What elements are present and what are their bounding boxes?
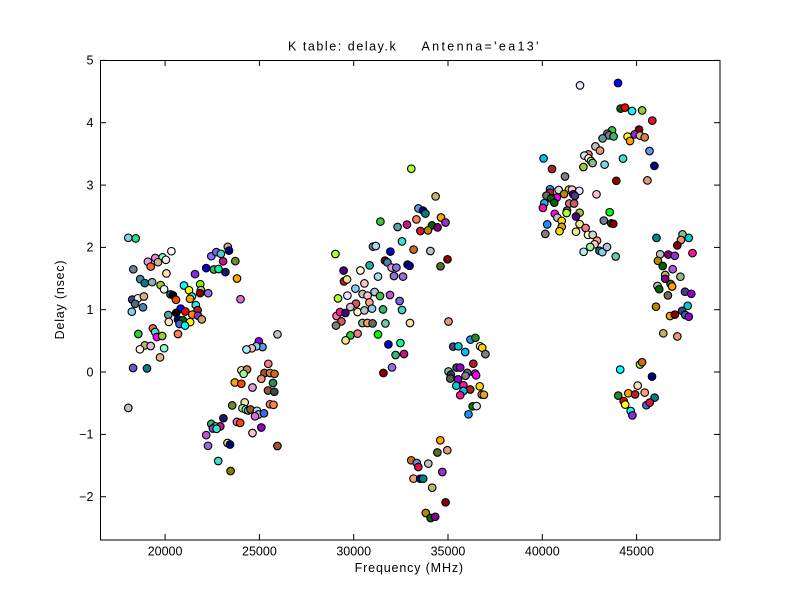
svg-text:20000: 20000 <box>148 545 183 559</box>
svg-text:4: 4 <box>87 116 94 130</box>
svg-text:25000: 25000 <box>242 545 277 559</box>
svg-text:5: 5 <box>87 54 94 68</box>
svg-text:30000: 30000 <box>336 545 371 559</box>
svg-text:3: 3 <box>87 178 94 192</box>
svg-text:Frequency (MHz): Frequency (MHz) <box>355 561 464 575</box>
svg-text:40000: 40000 <box>525 545 560 559</box>
svg-text:−1: −1 <box>79 428 93 442</box>
svg-text:1: 1 <box>87 303 94 317</box>
svg-text:K table: delay.k: K table: delay.k <box>288 40 397 54</box>
svg-text:−2: −2 <box>79 490 93 504</box>
svg-text:35000: 35000 <box>431 545 466 559</box>
svg-text:Antenna='ea13': Antenna='ea13' <box>422 40 541 54</box>
svg-text:Delay (nsec): Delay (nsec) <box>53 260 67 340</box>
svg-text:45000: 45000 <box>619 545 654 559</box>
svg-text:0: 0 <box>87 365 94 379</box>
svg-text:2: 2 <box>87 241 94 255</box>
